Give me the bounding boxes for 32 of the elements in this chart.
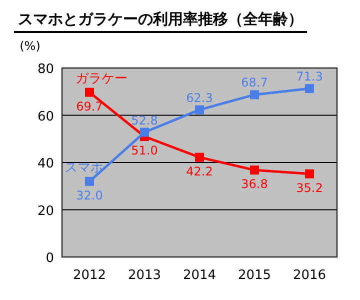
x-tick-label: 2016 bbox=[292, 268, 326, 283]
y-axis-title: (%) bbox=[20, 39, 40, 53]
data-label: 71.3 bbox=[296, 70, 323, 84]
y-tick-label: 40 bbox=[37, 156, 54, 172]
data-label: 32.0 bbox=[76, 188, 103, 202]
data-label: 51.0 bbox=[131, 144, 158, 158]
data-label: 42.2 bbox=[186, 164, 213, 178]
y-tick-label: 60 bbox=[37, 109, 54, 124]
point bbox=[305, 84, 314, 94]
x-tick-label: 2013 bbox=[128, 268, 162, 283]
x-tick-label: 2014 bbox=[182, 268, 216, 283]
point bbox=[85, 88, 94, 97]
point bbox=[140, 128, 149, 137]
data-label: 68.7 bbox=[241, 76, 268, 90]
x-tick-label: 2015 bbox=[238, 268, 272, 283]
data-label: 36.8 bbox=[241, 177, 268, 192]
y-tick-label: 20 bbox=[37, 204, 54, 219]
data-label: 69.7 bbox=[76, 99, 103, 114]
point bbox=[305, 169, 314, 178]
series-label: ガラケー bbox=[76, 71, 128, 86]
x-tick-label: 2012 bbox=[72, 268, 106, 283]
point bbox=[195, 105, 204, 114]
y-tick-label: 0 bbox=[46, 251, 54, 266]
point bbox=[250, 90, 259, 100]
point bbox=[85, 176, 94, 186]
y-tick-label: 80 bbox=[37, 62, 54, 77]
point bbox=[250, 166, 259, 175]
data-label: 52.8 bbox=[131, 113, 158, 128]
data-label: 62.3 bbox=[186, 90, 213, 105]
chart-title: スマホとガラケーの利用率推移（全年齢） bbox=[18, 10, 303, 28]
point bbox=[195, 152, 204, 162]
data-label: 35.2 bbox=[296, 180, 323, 195]
